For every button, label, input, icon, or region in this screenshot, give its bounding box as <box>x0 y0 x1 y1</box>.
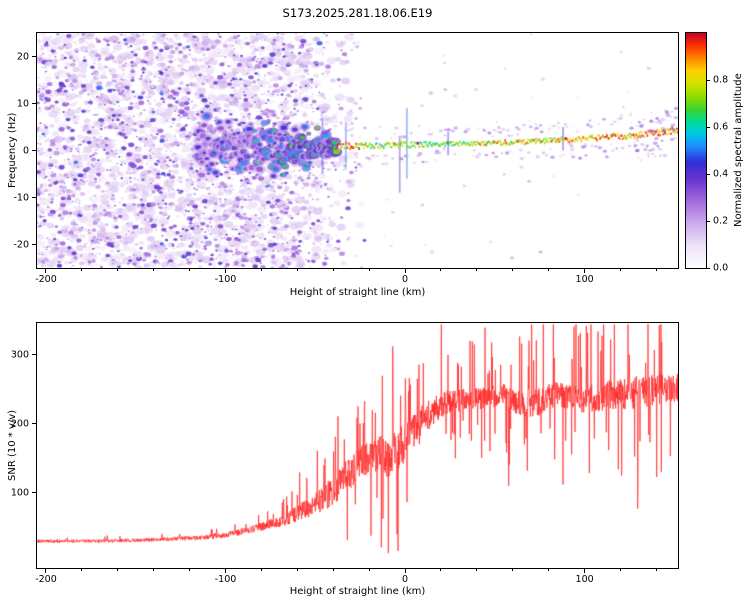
y-tick-label: -10 <box>13 191 29 203</box>
x-minor-tick <box>548 269 550 271</box>
colorbar-tick-label: 0.8 <box>713 74 729 86</box>
x-tick <box>404 269 406 273</box>
y-tick-label: 10 <box>16 97 29 109</box>
y-tick <box>32 244 36 245</box>
x-minor-tick <box>117 569 119 571</box>
x-minor-tick <box>189 569 191 571</box>
x-minor-tick <box>440 269 442 271</box>
y-tick <box>32 150 36 151</box>
colorbar-tick <box>706 79 710 81</box>
spectrogram-panel <box>36 32 679 269</box>
y-tick <box>32 354 36 356</box>
x-tick <box>584 269 586 273</box>
x-minor-tick <box>368 269 370 271</box>
colorbar-tick <box>706 267 710 269</box>
x-minor-tick <box>476 269 478 271</box>
x-tick <box>225 569 227 573</box>
x-minor-tick <box>476 569 478 571</box>
x-tick <box>45 569 47 573</box>
figure-title: S173.2025.281.18.06.E19 <box>282 6 433 20</box>
colorbar-tick-label: 0.6 <box>713 121 729 133</box>
x-minor-tick <box>260 269 262 271</box>
x-minor-tick <box>620 569 622 571</box>
x-tick-label: 0 <box>402 574 409 585</box>
colorbar-tick-label: 0.0 <box>713 262 729 274</box>
colorbar-tick-label: 0.2 <box>713 215 729 227</box>
x-minor-tick <box>117 269 119 271</box>
colorbar-tick-label: 0.4 <box>713 168 729 180</box>
colorbar-label: Normalized spectral amplitude <box>733 73 744 228</box>
x-minor-tick <box>440 569 442 571</box>
x-minor-tick <box>620 269 622 271</box>
y-tick <box>32 197 36 198</box>
x-minor-tick <box>332 269 334 271</box>
x-tick-label: 100 <box>575 574 594 585</box>
x-minor-tick <box>655 269 657 271</box>
y-tick-label: 20 <box>16 50 29 62</box>
y-tick <box>32 56 36 57</box>
x-tick <box>404 569 406 573</box>
y-tick <box>32 423 36 425</box>
colorbar-tick <box>706 220 710 222</box>
x-minor-tick <box>153 569 155 571</box>
spectrogram-xlabel: Height of straight line (km) <box>289 287 426 298</box>
x-minor-tick <box>260 569 262 571</box>
colorbar-tick <box>706 173 710 175</box>
x-minor-tick <box>189 269 191 271</box>
colorbar-canvas <box>686 33 706 268</box>
x-minor-tick <box>368 569 370 571</box>
y-tick <box>32 492 36 494</box>
snr-canvas <box>37 323 678 568</box>
x-tick-label: -100 <box>214 274 237 285</box>
snr-panel <box>36 322 679 569</box>
x-minor-tick <box>296 569 298 571</box>
x-minor-tick <box>512 269 514 271</box>
y-tick-label: 200 <box>10 418 29 429</box>
x-tick <box>45 269 47 273</box>
y-tick-label: 300 <box>10 348 29 360</box>
x-minor-tick <box>296 269 298 271</box>
x-minor-tick <box>153 269 155 271</box>
x-tick-label: -200 <box>35 274 57 285</box>
y-tick-label: -20 <box>13 238 29 250</box>
x-tick <box>584 569 586 573</box>
x-minor-tick <box>81 569 83 571</box>
y-tick <box>32 103 36 104</box>
x-minor-tick <box>655 569 657 571</box>
y-tick-label: 0 <box>22 144 29 156</box>
x-tick-label: 0 <box>402 274 409 285</box>
x-minor-tick <box>512 569 514 571</box>
x-minor-tick <box>332 569 334 571</box>
x-minor-tick <box>548 569 550 571</box>
x-tick <box>225 269 227 273</box>
x-tick-label: 100 <box>575 274 594 285</box>
colorbar <box>685 32 707 269</box>
x-tick-label: -200 <box>35 574 57 585</box>
spectrogram-canvas <box>37 33 678 268</box>
x-tick-label: -100 <box>214 574 237 585</box>
y-tick-label: 100 <box>10 487 29 499</box>
snr-xlabel: Height of straight line (km) <box>289 586 426 597</box>
colorbar-tick <box>706 126 710 128</box>
x-minor-tick <box>81 269 83 271</box>
